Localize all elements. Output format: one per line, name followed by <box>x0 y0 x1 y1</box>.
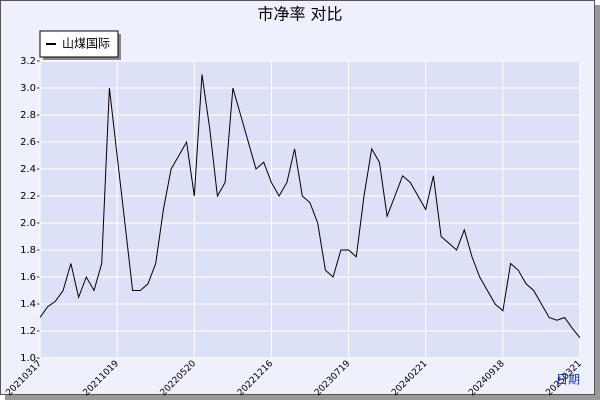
shadow <box>5 395 595 400</box>
y-tick-label: 1.4 <box>20 299 36 310</box>
shadow <box>595 5 600 400</box>
y-tick-label: 2.6 <box>20 137 36 148</box>
y-tick-label: 1.8 <box>20 245 36 256</box>
y-tick-label: 3.2 <box>20 56 36 67</box>
y-tick-label: 2.0 <box>20 218 36 229</box>
y-tick-label: 2.2 <box>20 191 36 202</box>
y-tick-label: 2.4 <box>20 164 36 175</box>
x-axis-label: 日期 <box>556 373 580 387</box>
y-tick-label: 1.0 <box>20 353 36 364</box>
plot-area <box>39 60 581 359</box>
line <box>39 74 581 339</box>
y-tick-label: 3.0 <box>20 83 36 94</box>
y-tick-label: 1.6 <box>20 272 36 283</box>
legend-label: 山煤国际 <box>62 37 110 51</box>
y-tick-label: 1.2 <box>20 326 36 337</box>
chart-title: 市净率 对比 <box>257 5 342 24</box>
y-tick-label: 2.8 <box>20 110 36 121</box>
